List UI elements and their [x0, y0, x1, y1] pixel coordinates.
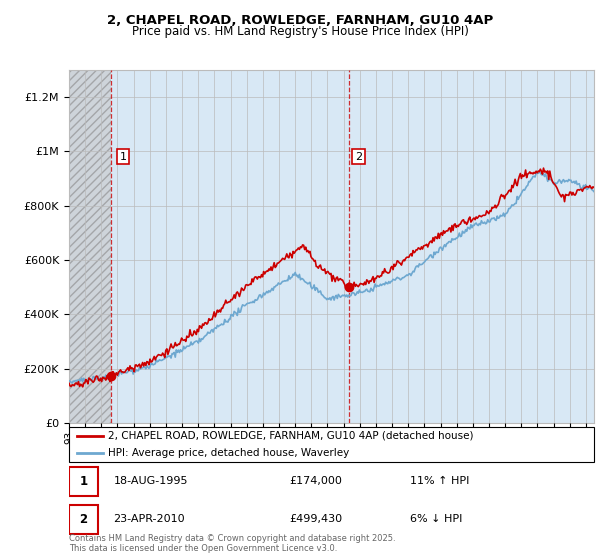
Text: £499,430: £499,430	[290, 514, 343, 524]
Text: 2: 2	[79, 513, 88, 526]
Text: 2, CHAPEL ROAD, ROWLEDGE, FARNHAM, GU10 4AP (detached house): 2, CHAPEL ROAD, ROWLEDGE, FARNHAM, GU10 …	[109, 431, 474, 441]
Text: 23-APR-2010: 23-APR-2010	[113, 514, 185, 524]
Text: 11% ↑ HPI: 11% ↑ HPI	[410, 477, 470, 487]
FancyBboxPatch shape	[69, 427, 594, 462]
FancyBboxPatch shape	[69, 505, 98, 534]
Text: 2: 2	[355, 152, 362, 161]
Text: 18-AUG-1995: 18-AUG-1995	[113, 477, 188, 487]
Text: 2, CHAPEL ROAD, ROWLEDGE, FARNHAM, GU10 4AP: 2, CHAPEL ROAD, ROWLEDGE, FARNHAM, GU10 …	[107, 14, 493, 27]
Text: 1: 1	[79, 475, 88, 488]
Text: Price paid vs. HM Land Registry's House Price Index (HPI): Price paid vs. HM Land Registry's House …	[131, 25, 469, 38]
Text: HPI: Average price, detached house, Waverley: HPI: Average price, detached house, Wave…	[109, 449, 350, 458]
Text: £174,000: £174,000	[290, 477, 343, 487]
Text: Contains HM Land Registry data © Crown copyright and database right 2025.
This d: Contains HM Land Registry data © Crown c…	[69, 534, 395, 553]
Text: 1: 1	[119, 152, 127, 161]
Text: 6% ↓ HPI: 6% ↓ HPI	[410, 514, 463, 524]
Bar	[69, 70, 112, 423]
FancyBboxPatch shape	[69, 467, 98, 496]
